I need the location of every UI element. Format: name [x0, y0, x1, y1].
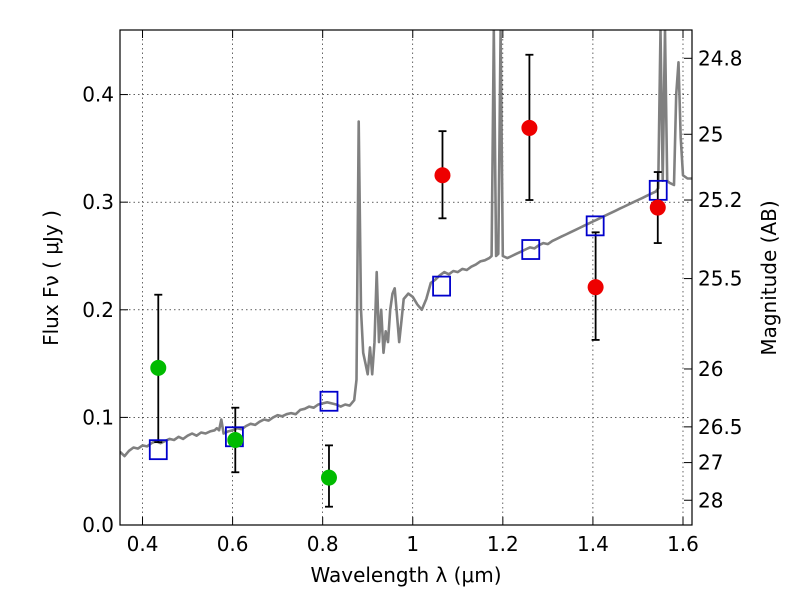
- y-tick-label: 0.4: [82, 83, 114, 107]
- nir-point: [521, 119, 538, 136]
- nir-point: [587, 279, 604, 296]
- x-tick-label: 0.6: [217, 532, 249, 556]
- plot-frame: [119, 29, 693, 526]
- optical-point: [320, 469, 337, 486]
- spectrum-line: [120, 30, 692, 458]
- observed-points: [150, 119, 666, 486]
- y-tick-label: 0.0: [82, 513, 114, 537]
- optical-point: [150, 359, 167, 376]
- nir-point: [649, 199, 666, 216]
- right-tick-label: 25.5: [698, 267, 743, 291]
- nir-point: [434, 167, 451, 184]
- optical-point: [227, 431, 244, 448]
- x-tick-label: 1.4: [577, 532, 609, 556]
- right-tick-label: 24.8: [698, 46, 743, 70]
- x-tick-label: 0.8: [307, 532, 339, 556]
- right-tick-label: 28: [698, 488, 723, 512]
- right-tick-label: 25: [698, 122, 723, 146]
- plot-area: [120, 30, 692, 508]
- model-marker: [148, 439, 168, 461]
- x-tick-label: 1.2: [487, 532, 519, 556]
- model-marker: [319, 390, 339, 412]
- x-axis-label: Wavelength λ (μm): [310, 563, 501, 587]
- model-marker: [432, 275, 451, 297]
- y-tick-label: 0.1: [82, 405, 114, 429]
- right-tick-label: 25.2: [698, 188, 743, 212]
- axis-ticks: 0.4 0.6 0.8 1 1.2 1.4 1.6 0.0 0.1 0.2 0.3 0.4 24.8 25…: [82, 30, 743, 556]
- right-tick-label: 26.5: [698, 415, 743, 439]
- right-tick-label: 26: [698, 357, 723, 381]
- model-marker: [585, 215, 605, 237]
- x-tick-label: 1.6: [667, 532, 699, 556]
- y-tick-label: 0.3: [82, 190, 114, 214]
- spectrum: [120, 30, 692, 458]
- grid: [120, 30, 692, 526]
- right-axis-label: Magnitude (AB): [757, 200, 781, 355]
- y-axis-label: Flux Fν ( μJy ): [39, 210, 63, 346]
- model-marker: [521, 239, 541, 260]
- y-tick-label: 0.2: [82, 298, 114, 322]
- x-tick-label: 1: [406, 532, 419, 556]
- x-tick-label: 0.4: [127, 532, 159, 556]
- right-tick-label: 27: [698, 451, 723, 475]
